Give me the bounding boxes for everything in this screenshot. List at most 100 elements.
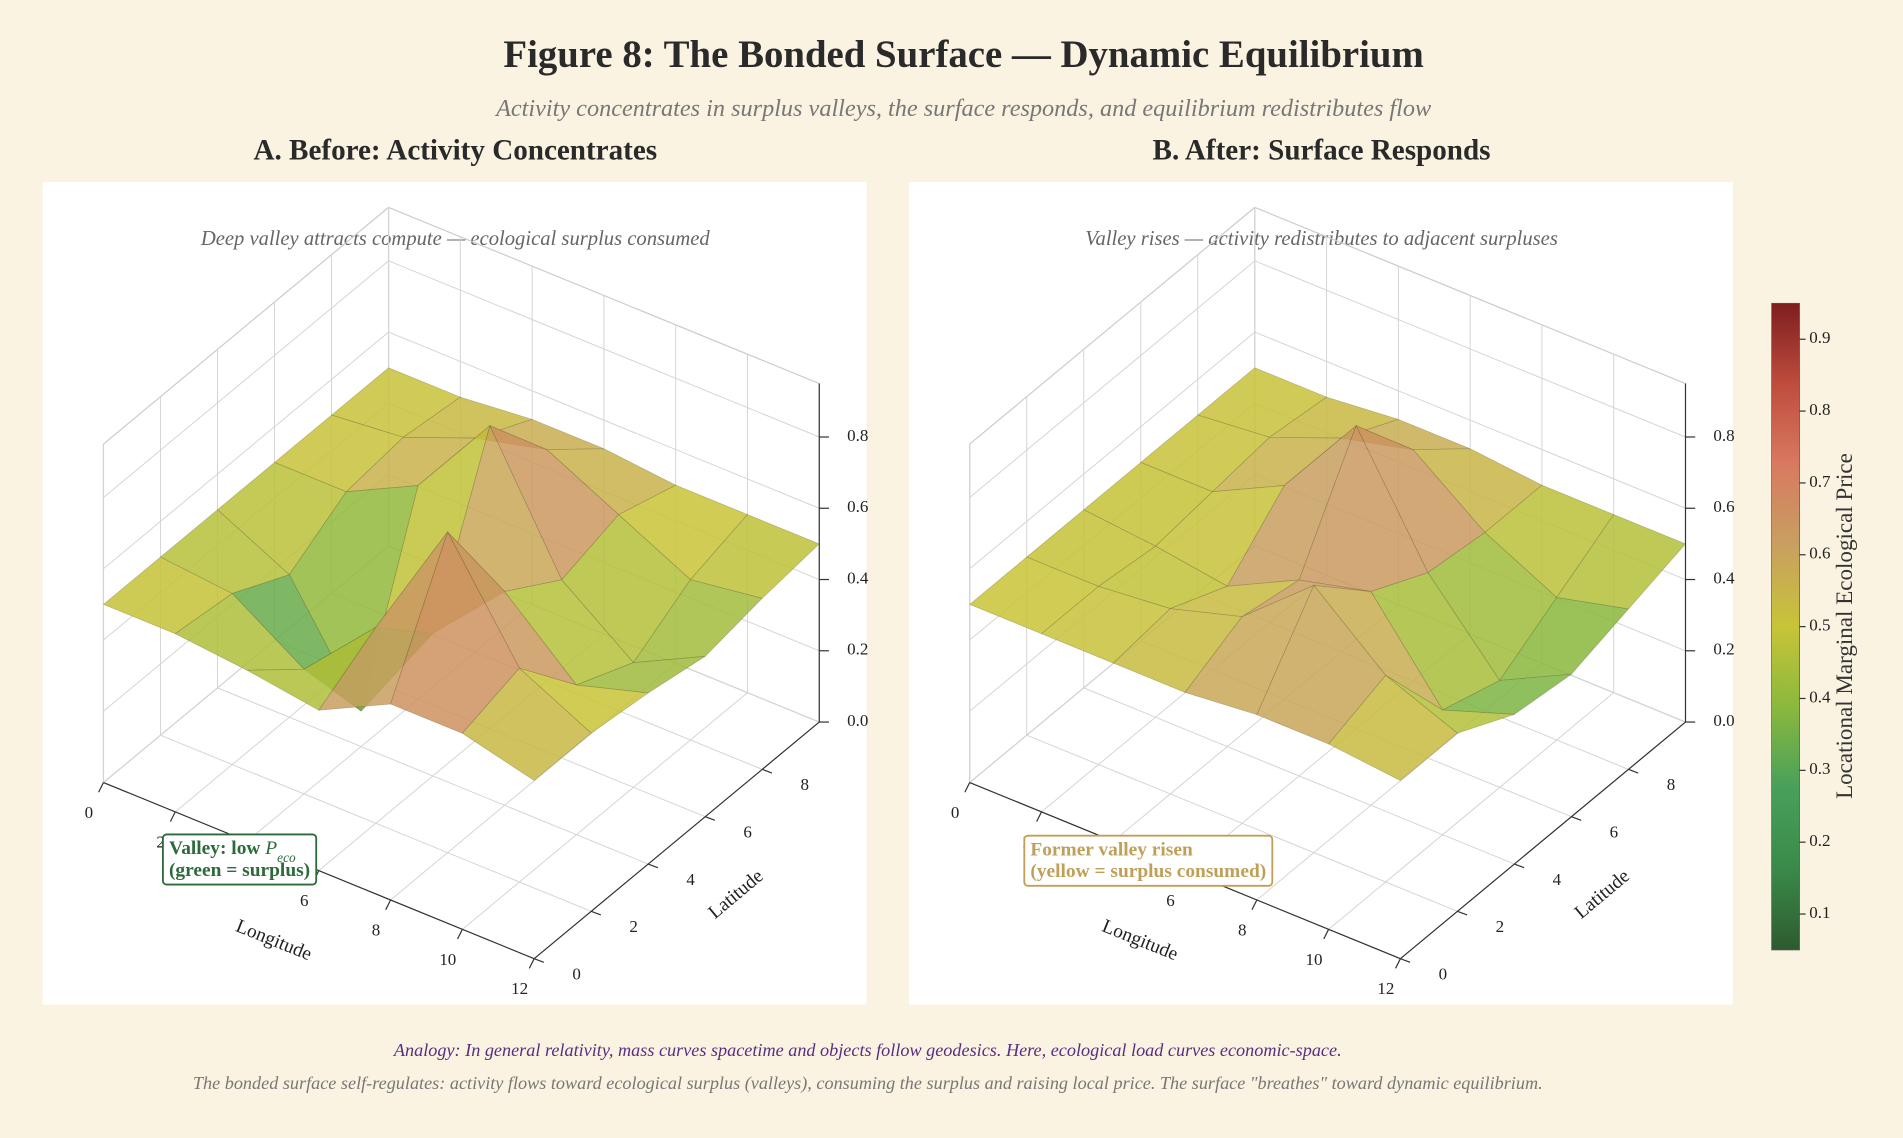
panel: B. After: Surface Responds Valley rises —… [909, 135, 1735, 1005]
x-tick-label: 6 [300, 891, 308, 910]
grid-line [1254, 331, 1686, 509]
x-tick [528, 958, 535, 969]
annotation-subscript: eco [277, 850, 296, 865]
pane-edge [969, 206, 1256, 445]
z-tick-label: 0.4 [1713, 568, 1735, 587]
annotation-line: Former valley risen [1030, 839, 1193, 860]
y-tick-label: 6 [743, 823, 751, 842]
figure-subtitle: Activity concentrates in surplus valleys… [494, 95, 1431, 122]
x-tick [1251, 899, 1258, 910]
colorbar-label: Locational Marginal Ecological Price [1831, 453, 1857, 799]
annotation-line: (green = surplus) [169, 860, 310, 881]
surface-cell [1556, 514, 1687, 610]
colorbar-tick-label: 0.7 [1809, 472, 1830, 491]
y-tick-label: 0 [572, 965, 580, 984]
colorbar-tick-label: 0.4 [1809, 687, 1831, 706]
y-tick-label: 2 [629, 917, 637, 936]
x-tick [1323, 929, 1330, 940]
surface-cell [461, 667, 592, 781]
panel-title: A. Before: Activity Concentrates [253, 135, 657, 167]
y-tick [1514, 863, 1525, 869]
colorbar-tick-label: 0.9 [1809, 328, 1830, 347]
y-tick [1628, 768, 1639, 774]
y-tick-label: 2 [1496, 917, 1504, 936]
x-tick-label: 2 [156, 832, 164, 851]
grid-line [969, 260, 1256, 498]
x-tick-label: 0 [951, 803, 959, 822]
pane-edge [103, 206, 389, 445]
x-tick [385, 899, 392, 910]
colorbar-tick-label: 0.8 [1809, 400, 1830, 419]
z-tick-label: 0.2 [847, 640, 868, 659]
y-tick [1571, 816, 1582, 821]
grid-line [388, 260, 820, 438]
panel-title: B. After: Surface Responds [1153, 135, 1491, 167]
grid-line [462, 692, 748, 930]
x-tick [456, 929, 463, 940]
annotation-text: Valley: low Peco (green = surplus) [169, 838, 310, 881]
grid-line [217, 687, 649, 865]
y-tick [647, 863, 659, 869]
annotation-symbol: P [264, 838, 277, 859]
z-tick-label: 0.8 [1713, 426, 1734, 445]
x-tick [1036, 811, 1043, 822]
y-tick [533, 958, 545, 963]
x-tick-label: 8 [1238, 920, 1246, 939]
z-tick-label: 0.4 [847, 568, 869, 587]
y-tick [590, 910, 602, 916]
analogy-note: Analogy: In general relativity, mass cur… [393, 1040, 1342, 1060]
grid-line [103, 260, 389, 498]
x-tick-label: 10 [1306, 950, 1323, 969]
colorbar [1771, 302, 1800, 951]
x-tick [964, 782, 971, 793]
y-tick-label: 0 [1439, 965, 1447, 984]
x-tick-label: 0 [85, 803, 93, 822]
z-tick-label: 0.0 [847, 711, 868, 730]
grid-line [1026, 734, 1458, 912]
z-tick-label: 0.2 [1713, 640, 1734, 659]
y-tick-label: 4 [1553, 870, 1562, 889]
y-tick-label: 8 [800, 775, 808, 794]
annotation-line: (yellow = surplus consumed) [1030, 861, 1266, 882]
surface-cell [1385, 675, 1515, 734]
z-tick-label: 0.8 [847, 426, 868, 445]
x-tick [169, 811, 176, 822]
colorbar-tick-label: 0.1 [1809, 903, 1830, 922]
y-tick [1457, 910, 1468, 916]
annotation-box [1023, 834, 1274, 887]
y-axis [1400, 721, 1686, 960]
y-tick [1400, 958, 1411, 963]
grid-line [1083, 687, 1515, 865]
annotation-text: Former valley risen (yellow = surplus con… [1030, 839, 1266, 882]
y-tick-label: 4 [686, 870, 695, 889]
x-tick [98, 782, 105, 793]
grid-line [160, 734, 592, 912]
y-tick-label: 6 [1610, 823, 1618, 842]
x-tick-label: 8 [372, 920, 380, 939]
grid-line [1328, 692, 1615, 930]
y-tick-label: 8 [1667, 775, 1675, 794]
y-axis [533, 721, 820, 960]
surface-cell [1328, 674, 1458, 781]
panel-subtitle: Valley rises — activity redistributes to… [1085, 228, 1558, 250]
grid-line [388, 331, 820, 509]
y-tick [762, 768, 773, 774]
grid-line [1254, 260, 1686, 438]
x-tick-label: 12 [511, 979, 528, 998]
colorbar-tick-label: 0.2 [1809, 831, 1830, 850]
figure-title: Figure 8: The Bonded Surface — Dynamic E… [503, 33, 1423, 76]
z-tick-label: 0.6 [1713, 497, 1734, 516]
grid-line [103, 331, 389, 570]
panel: A. Before: Activity Concentrates Deep val… [42, 135, 869, 1005]
annotation-box [161, 833, 318, 886]
x-tick-label: 12 [1377, 979, 1394, 998]
x-tick [1394, 958, 1401, 969]
colorbar-tick-label: 0.3 [1809, 759, 1830, 778]
grid-line [969, 331, 1256, 570]
x-tick-label: 6 [1166, 891, 1174, 910]
y-tick [705, 816, 716, 821]
colorbar-tick-label: 0.5 [1809, 616, 1830, 635]
z-tick-label: 0.0 [1713, 711, 1734, 730]
